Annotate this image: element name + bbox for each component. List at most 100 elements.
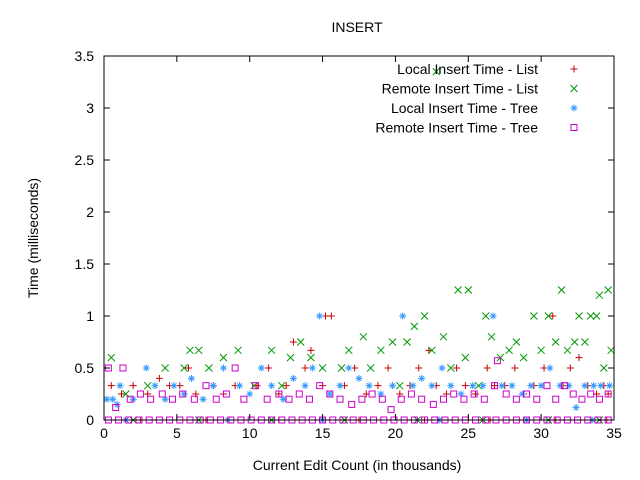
data-point — [599, 364, 608, 372]
data-point — [578, 395, 586, 403]
data-point — [136, 390, 144, 398]
data-point — [377, 390, 385, 398]
data-point — [117, 390, 125, 398]
data-point — [316, 312, 324, 320]
data-point — [185, 364, 193, 372]
data-point — [418, 374, 426, 382]
data-point — [388, 338, 397, 346]
data-point — [142, 364, 150, 372]
series-1 — [107, 312, 612, 424]
data-point — [277, 381, 286, 390]
data-point — [560, 382, 568, 390]
data-point — [307, 346, 315, 354]
data-point — [565, 382, 573, 390]
data-point — [222, 390, 230, 398]
data-point — [556, 382, 564, 390]
data-point — [572, 404, 580, 412]
data-point — [286, 353, 295, 362]
data-point — [454, 286, 462, 294]
x-tick-label: 15 — [315, 425, 331, 441]
data-point — [587, 390, 595, 398]
data-point — [491, 382, 499, 390]
y-tick-label: 2 — [86, 204, 94, 220]
data-point — [344, 346, 353, 355]
legend-item: Local Insert Time - List — [397, 61, 578, 77]
data-point — [581, 382, 589, 390]
data-point — [355, 374, 363, 382]
data-point — [236, 382, 244, 390]
data-point — [378, 395, 386, 403]
data-point — [487, 332, 496, 341]
data-point — [345, 364, 353, 372]
data-point — [420, 312, 429, 320]
x-tick-label: 5 — [173, 425, 181, 441]
data-point — [397, 395, 405, 403]
data-point — [289, 338, 297, 346]
data-point — [511, 364, 519, 372]
data-point — [180, 390, 188, 398]
data-point — [305, 395, 313, 403]
chart-title: INSERT — [331, 19, 383, 35]
data-point — [537, 346, 545, 355]
data-point — [410, 322, 419, 331]
legend-marker — [570, 104, 578, 112]
legend-label: Remote Insert Time - Tree — [375, 120, 538, 136]
data-point — [447, 382, 455, 390]
data-point — [523, 390, 531, 398]
data-point — [604, 286, 613, 294]
axis-ticks: 0 5 10 15 20 25 30 35 0 0.5 1 1.5 2 2.5 3 3.5 — [75, 48, 622, 441]
data-point — [493, 357, 501, 365]
data-point — [301, 364, 309, 372]
data-point — [289, 374, 297, 382]
legend-marker — [570, 65, 578, 73]
data-point — [194, 346, 203, 355]
data-point — [257, 364, 265, 372]
legend-label: Local Insert Time - List — [397, 61, 538, 77]
data-point — [107, 382, 115, 390]
y-axis-label: Time (milliseconds) — [25, 178, 41, 298]
data-point — [428, 346, 436, 355]
legend: Local Insert Time - List Remote Insert Ti… — [375, 61, 578, 136]
data-point — [170, 382, 178, 390]
legend-marker — [570, 84, 578, 93]
data-point — [377, 346, 385, 355]
data-point — [575, 312, 583, 320]
data-point — [581, 338, 589, 346]
data-point — [533, 395, 541, 403]
data-point — [399, 312, 407, 320]
data-point — [129, 382, 137, 390]
data-point — [590, 382, 598, 390]
data-point — [432, 67, 441, 76]
data-point — [275, 390, 283, 398]
data-point — [446, 364, 455, 372]
legend-item: Local Insert Time - Tree — [391, 100, 578, 116]
data-point — [483, 364, 491, 372]
data-point — [219, 364, 227, 372]
data-point — [607, 346, 615, 355]
data-point — [544, 312, 553, 320]
data-point — [537, 382, 545, 390]
data-point — [469, 382, 477, 390]
data-point — [389, 382, 397, 390]
data-point — [570, 338, 579, 346]
data-point — [461, 353, 470, 362]
data-point — [295, 390, 303, 398]
data-point — [231, 364, 239, 372]
data-point — [155, 374, 163, 382]
legend-label: Local Insert Time - Tree — [391, 100, 538, 116]
legend-item: Remote Insert Time - List — [382, 81, 578, 97]
data-point — [265, 364, 273, 372]
legend-item: Remote Insert Time - Tree — [375, 120, 578, 136]
data-point — [116, 382, 124, 390]
data-point — [336, 382, 344, 390]
data-point — [279, 395, 287, 403]
data-point — [557, 286, 566, 294]
x-axis-label: Current Edit Count (in thousands) — [253, 457, 462, 473]
data-point — [374, 382, 382, 390]
data-point — [219, 353, 228, 362]
data-point — [250, 381, 258, 390]
data-point — [418, 395, 426, 403]
data-point — [186, 346, 194, 355]
data-point — [308, 364, 316, 372]
series-3 — [103, 312, 614, 424]
